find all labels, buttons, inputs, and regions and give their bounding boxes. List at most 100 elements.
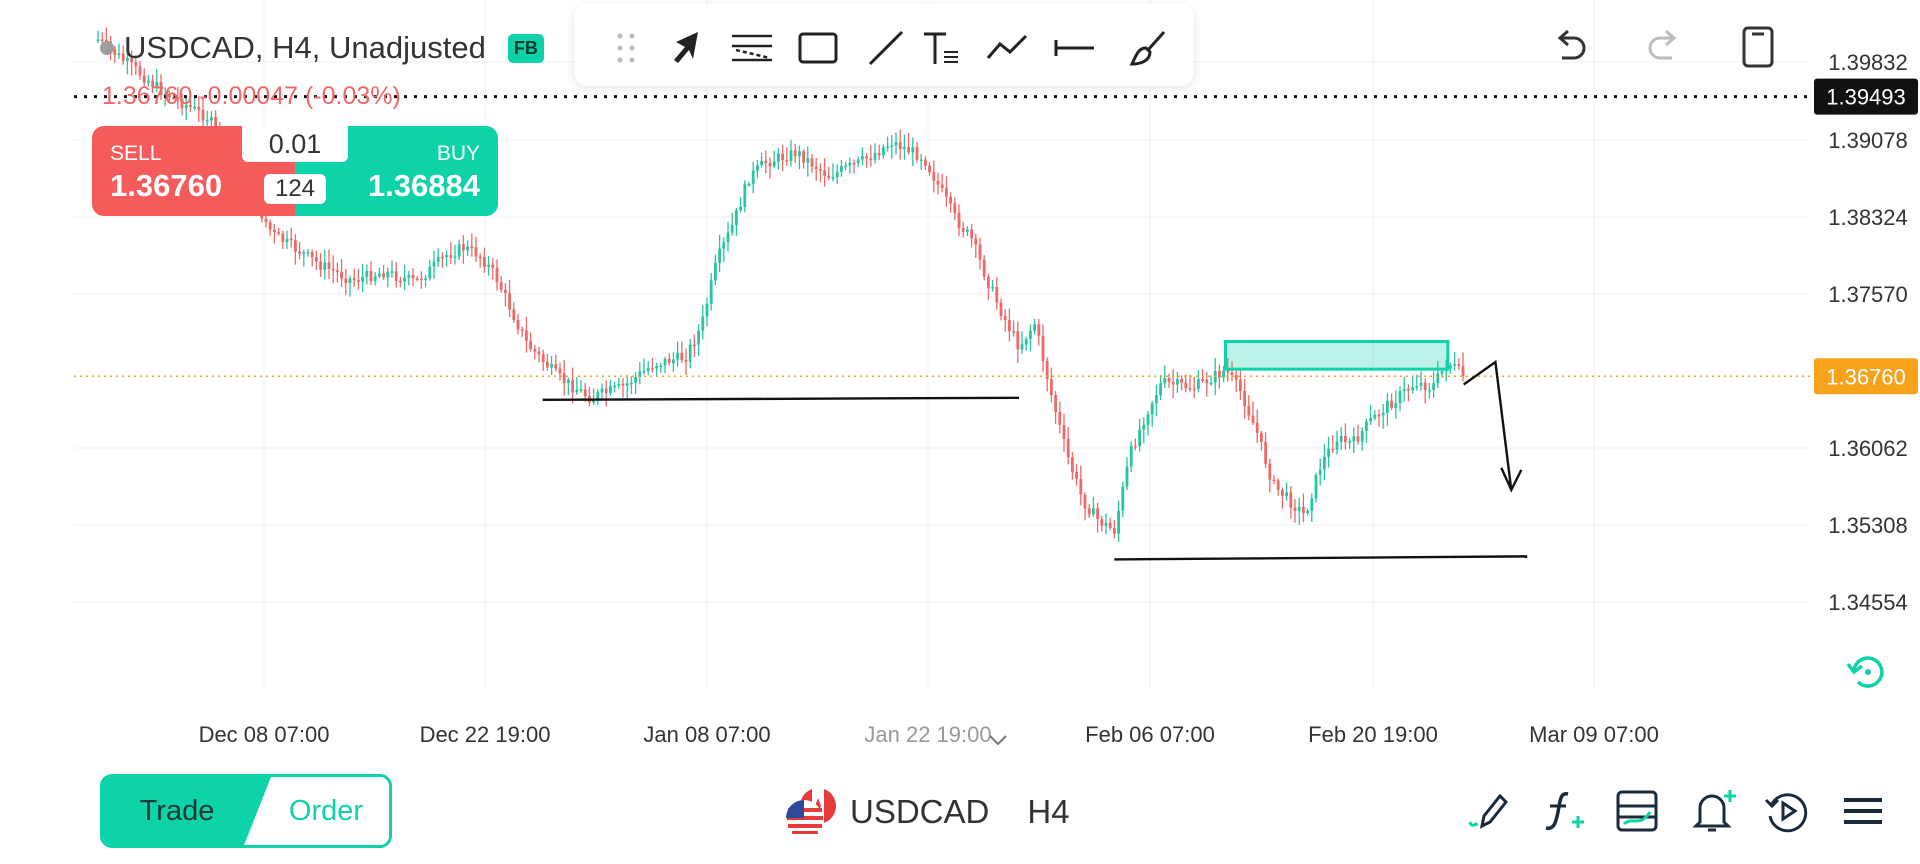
time-tick-label: Jan 22 19:00	[864, 722, 991, 747]
candlestick-series	[96, 27, 1465, 543]
candle-body	[550, 363, 553, 368]
candle-body	[781, 153, 784, 160]
candle-body	[1268, 463, 1272, 480]
candle-body	[1386, 400, 1389, 413]
candle-body	[806, 158, 810, 163]
candle-body	[130, 57, 133, 63]
support-line-1	[542, 396, 1020, 402]
candle-body	[873, 152, 877, 160]
candle-body	[1453, 364, 1456, 366]
candle-body	[172, 97, 175, 99]
text-tool-icon[interactable]	[918, 26, 962, 70]
time-tick-label: Dec 22 19:00	[420, 722, 551, 747]
symbol-selector[interactable]: USDCAD H4	[784, 784, 1070, 840]
time-axis[interactable]: Dec 08 07:00 Dec 22 19:00 Jan 08 07:00 Jan …	[74, 718, 1808, 759]
redo-icon[interactable]	[1640, 26, 1686, 72]
trade-tab[interactable]: Trade	[103, 777, 271, 845]
layout-icon[interactable]	[1740, 24, 1776, 70]
undo-icon[interactable]	[1548, 26, 1594, 72]
draw-pencil-icon[interactable]	[1464, 786, 1514, 836]
candle-body	[768, 162, 772, 167]
lot-size-input[interactable]: 0.01	[242, 126, 348, 162]
indicators-icon[interactable]	[1538, 786, 1588, 836]
candle-body	[751, 170, 755, 185]
candle-body	[474, 247, 478, 257]
candle-body	[1234, 375, 1238, 380]
candle-body	[894, 142, 898, 146]
reset-chart-icon[interactable]	[1844, 648, 1892, 696]
candle-body	[273, 229, 276, 232]
candle-body	[835, 171, 839, 178]
trend-line-icon[interactable]	[864, 26, 908, 70]
candle-body	[1339, 435, 1343, 442]
time-tick-label: Feb 20 19:00	[1308, 722, 1438, 747]
candle-body	[495, 267, 499, 283]
add-alert-icon[interactable]	[1688, 786, 1738, 836]
candle-body	[945, 188, 948, 197]
symbol-header[interactable]: USDCAD, H4, Unadjusted FB	[100, 28, 544, 68]
candle-body	[424, 278, 427, 281]
horizontal-line-icon[interactable]	[1052, 26, 1096, 70]
candle-body	[886, 146, 889, 148]
candle-body	[294, 240, 297, 252]
candle-body	[1087, 508, 1091, 515]
candle-body	[1264, 441, 1267, 464]
price-axis[interactable]: 1.39832 1.39078 1.38324 1.37570 1.36062 1.353…	[1814, 50, 1918, 615]
candle-body	[1188, 388, 1192, 390]
candle-body	[575, 389, 579, 393]
candle-body	[848, 162, 852, 166]
candle-body	[596, 392, 600, 399]
candle-body	[924, 159, 927, 166]
candle-body	[428, 266, 432, 279]
candle-body	[1373, 414, 1377, 419]
menu-icon[interactable]	[1838, 786, 1888, 836]
candle-body	[898, 142, 902, 149]
candle-body	[714, 262, 717, 281]
candle-body	[285, 238, 289, 243]
quick-trade-widget[interactable]: SELL 1.36760 BUY 1.36884 0.01 124	[92, 126, 498, 216]
crosshair-price-text: 1.39493	[1826, 85, 1906, 110]
candle-body	[1108, 522, 1112, 528]
time-tick-label: Jan 08 07:00	[643, 722, 770, 747]
candle-body	[772, 161, 776, 167]
candle-body	[793, 150, 797, 157]
fib-retracement-icon[interactable]	[730, 26, 774, 70]
candle-body	[978, 244, 982, 260]
candle-body	[533, 349, 537, 352]
replay-icon[interactable]	[1762, 786, 1812, 836]
candle-body	[117, 53, 121, 56]
spread-value: 124	[264, 174, 326, 204]
candle-body	[113, 48, 117, 56]
candle-body	[1461, 366, 1465, 376]
templates-icon[interactable]	[1612, 786, 1662, 836]
candle-body	[407, 275, 411, 278]
chart-annotations[interactable]	[74, 95, 1812, 561]
candle-body	[1192, 388, 1196, 391]
cursor-arrow-icon[interactable]	[666, 26, 710, 70]
candle-body	[1272, 479, 1276, 482]
candle-body	[1024, 339, 1028, 345]
brush-icon[interactable]	[1126, 26, 1170, 70]
candle-body	[1344, 435, 1347, 443]
projected-path	[1463, 359, 1513, 491]
candle-body	[562, 373, 566, 384]
order-tab[interactable]: Order	[263, 777, 389, 845]
candle-body	[634, 377, 637, 383]
crosshair-price-tag	[1814, 78, 1918, 115]
drag-handle-icon[interactable]	[604, 26, 648, 70]
candle-body	[739, 206, 742, 211]
timeframe-label[interactable]: H4	[1027, 793, 1070, 830]
trade-order-toggle[interactable]: Trade Order	[100, 774, 392, 848]
candle-body	[659, 365, 663, 368]
candle-body	[777, 153, 780, 162]
candle-body	[1050, 379, 1053, 396]
candle-body	[1163, 378, 1167, 384]
candle-body	[693, 344, 696, 347]
chevron-down-icon	[989, 735, 1007, 746]
candle-body	[613, 385, 616, 388]
rectangle-icon[interactable]	[796, 26, 840, 70]
projected-arrowhead	[1500, 467, 1523, 493]
candle-body	[1104, 522, 1108, 526]
polyline-icon[interactable]	[986, 26, 1030, 70]
